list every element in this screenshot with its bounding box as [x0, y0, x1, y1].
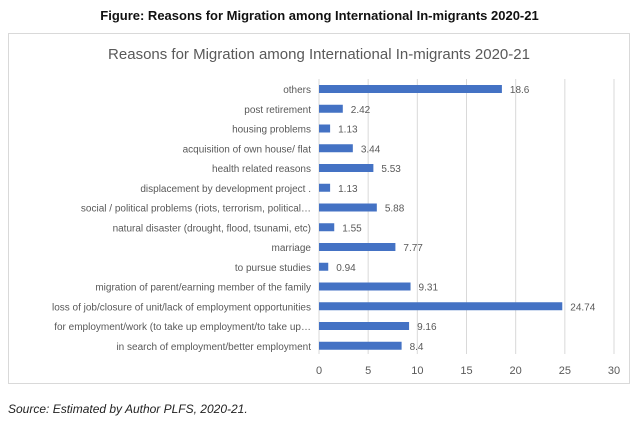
data-label: 1.55 — [342, 223, 362, 234]
category-label: to pursue studies — [235, 263, 311, 274]
bar — [319, 302, 563, 311]
x-tick-label: 20 — [510, 365, 522, 377]
category-label: marriage — [272, 243, 312, 254]
bar — [319, 164, 374, 172]
data-label: 9.31 — [419, 283, 439, 294]
data-label: 18.6 — [510, 85, 530, 96]
category-label: social / political problems (riots, terr… — [81, 204, 311, 215]
data-label: 3.44 — [361, 144, 381, 155]
gridlines — [318, 79, 615, 354]
data-label: 0.94 — [336, 263, 356, 274]
category-label: others — [283, 85, 311, 96]
source-note: Source: Estimated by Author PLFS, 2020-2… — [8, 402, 248, 416]
bar — [319, 203, 377, 212]
bar — [319, 322, 410, 330]
bar — [319, 282, 411, 291]
category-label: migration of parent/earning member of th… — [95, 283, 311, 294]
x-tick-label: 30 — [608, 365, 620, 377]
data-label: 7.77 — [403, 243, 423, 254]
category-label: housing problems — [232, 125, 311, 136]
data-label: 5.88 — [385, 204, 405, 215]
bar-chart: Reasons for Migration among Internationa… — [52, 46, 620, 377]
category-label: loss of job/closure of unit/lack of empl… — [52, 302, 311, 313]
x-tick-label: 10 — [411, 365, 423, 377]
x-tick-label: 0 — [316, 365, 322, 377]
data-label: 24.74 — [570, 302, 595, 313]
bar — [319, 223, 335, 232]
data-labels: 18.62.421.133.445.531.135.881.557.770.94… — [336, 85, 595, 353]
category-label: for employment/work (to take up employme… — [54, 322, 311, 333]
x-tick-label: 5 — [365, 365, 371, 377]
category-labels: others post retirement housing problems acq… — [52, 85, 311, 353]
x-axis-ticks: 0 5 10 15 20 25 30 — [316, 365, 620, 377]
chart-frame: Reasons for Migration among Internationa… — [8, 33, 630, 384]
bar — [319, 183, 331, 192]
bar — [319, 144, 353, 153]
data-label: 1.13 — [338, 184, 358, 195]
bar — [319, 104, 343, 113]
category-label: displacement by development project . — [140, 184, 311, 195]
bar — [319, 85, 502, 93]
bars — [319, 85, 563, 350]
data-label: 2.42 — [351, 105, 371, 116]
category-label: health related reasons — [212, 164, 311, 175]
category-label: in search of employment/better employmen… — [116, 342, 311, 353]
bar — [319, 243, 396, 251]
bar — [319, 262, 329, 271]
data-label: 5.53 — [381, 164, 401, 175]
category-label: post retirement — [244, 105, 311, 116]
chart-title: Reasons for Migration among Internationa… — [108, 46, 530, 63]
bar — [319, 124, 331, 133]
figure-caption: Figure: Reasons for Migration among Inte… — [100, 8, 539, 23]
data-label: 9.16 — [417, 322, 437, 333]
data-label: 8.4 — [410, 342, 424, 353]
x-tick-label: 15 — [460, 365, 472, 377]
category-label: acquisition of own house/ flat — [183, 144, 312, 155]
bar — [319, 341, 402, 350]
category-label: natural disaster (drought, flood, tsunam… — [113, 223, 311, 234]
x-tick-label: 25 — [559, 365, 571, 377]
data-label: 1.13 — [338, 125, 358, 136]
